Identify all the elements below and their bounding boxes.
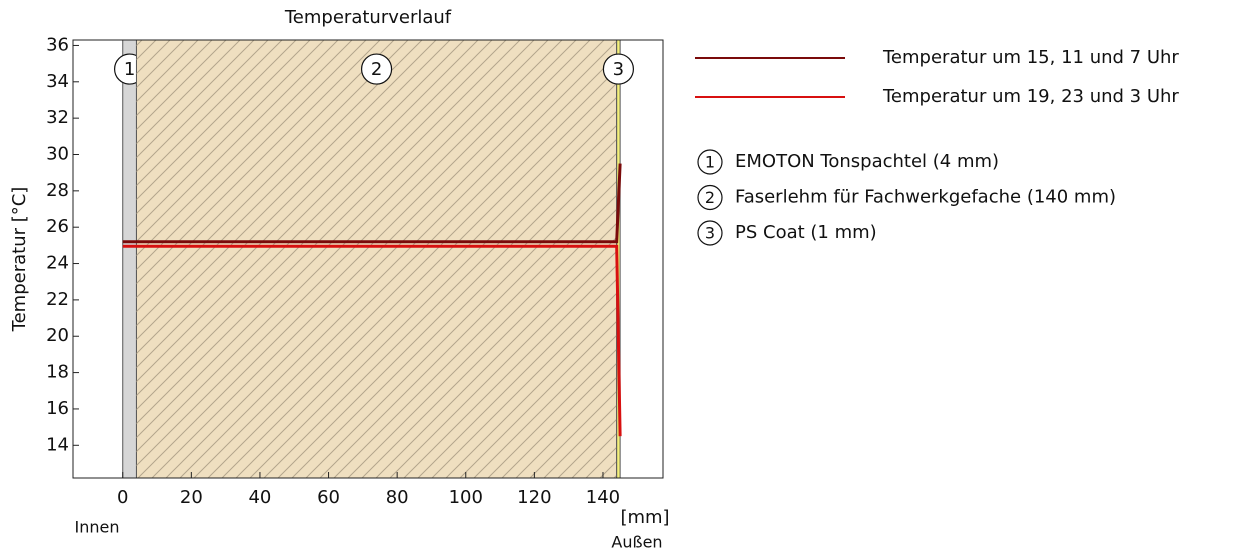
y-tick-label: 18 [46, 362, 69, 383]
legend-marker [697, 220, 723, 246]
legend-marker-label: 3 [705, 224, 715, 243]
x-left-label: Innen [75, 518, 120, 537]
chart-title: Temperaturverlauf [284, 7, 452, 28]
legend-label: Temperatur um 19, 23 und 3 Uhr [882, 86, 1179, 107]
y-axis-label: Temperatur [°C] [9, 187, 30, 333]
y-tick-label: 14 [46, 434, 69, 455]
x-tick-label: 100 [449, 487, 483, 508]
layer-marker [602, 53, 635, 85]
temperature-line [122, 244, 622, 437]
legend-marker [697, 184, 723, 211]
y-tick-label: 16 [46, 398, 69, 419]
y-tick-label: 32 [46, 107, 69, 128]
legend-marker-label: 2 [705, 188, 715, 207]
legend-label: PS Coat (1 mm) [735, 222, 877, 243]
x-tick-label: 140 [586, 487, 620, 508]
layer-hatch [136, 40, 617, 478]
y-tick-label: 30 [46, 143, 69, 164]
layer-marker [360, 53, 393, 85]
legend-marker [697, 149, 723, 175]
y-tick-label: 20 [46, 325, 69, 346]
legend-label: EMOTON Tonspachtel (4 mm) [735, 151, 999, 172]
x-tick-label: 40 [248, 487, 271, 508]
x-tick-label: 80 [386, 487, 409, 508]
y-tick-label: 28 [46, 180, 69, 201]
temperature-line [122, 163, 622, 244]
layer-marker-label: 1 [124, 59, 135, 80]
legend-marker-label: 1 [705, 153, 715, 172]
layer-marker-label: 2 [371, 59, 382, 80]
x-right-label: Außen [611, 533, 662, 552]
x-tick-label: 60 [317, 487, 340, 508]
layer-marker-label: 3 [613, 59, 624, 80]
y-tick-label: 22 [46, 289, 69, 310]
plot-frame [72, 39, 664, 479]
x-tick-label: 120 [517, 487, 551, 508]
layer [122, 39, 137, 479]
y-tick-label: 34 [46, 71, 69, 92]
y-tick-label: 24 [46, 253, 69, 274]
legend-label: Faserlehm für Fachwerkgefache (140 mm) [735, 187, 1116, 208]
x-unit-label: [mm] [620, 507, 669, 528]
x-tick-label: 0 [117, 487, 128, 508]
legend-label: Temperatur um 15, 11 und 7 Uhr [882, 47, 1179, 68]
y-tick-label: 26 [46, 216, 69, 237]
y-tick-label: 36 [46, 34, 69, 55]
x-tick-label: 20 [180, 487, 203, 508]
